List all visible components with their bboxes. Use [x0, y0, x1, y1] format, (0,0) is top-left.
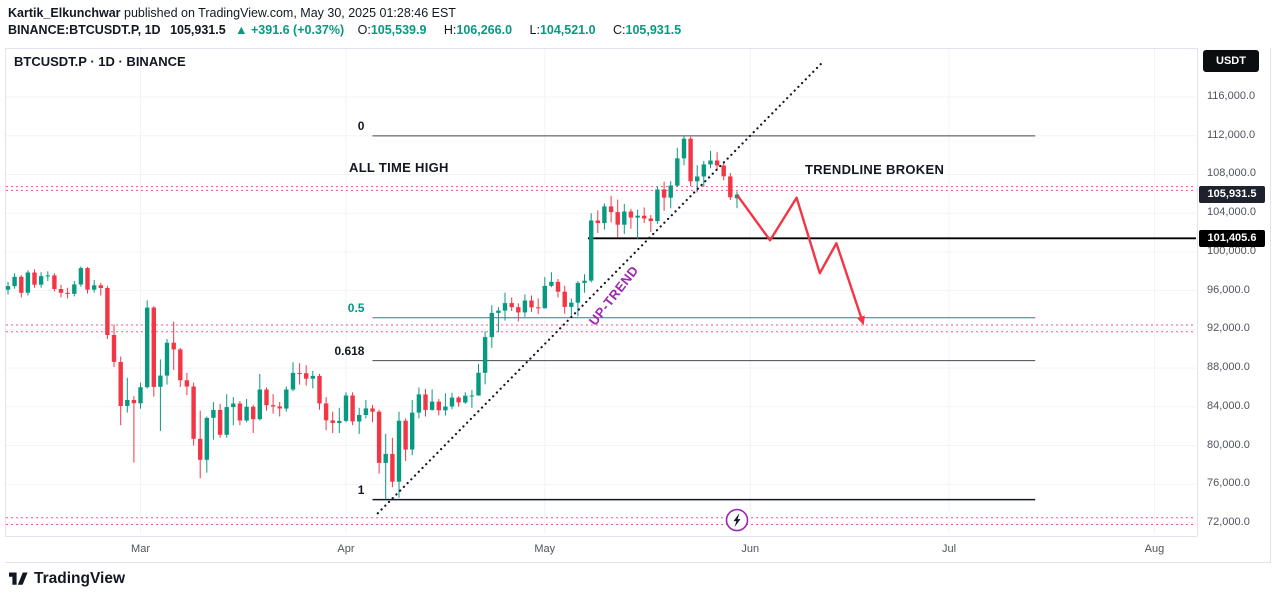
close-value: 105,931.5	[625, 23, 682, 37]
chart-pane[interactable]	[5, 48, 1271, 563]
level-price-badge: 101,405.6	[1199, 229, 1265, 247]
last-price: 105,931.5	[170, 23, 226, 37]
time-axis-label: Jul	[942, 543, 957, 555]
ohlc-close: C:105,931.5	[613, 23, 682, 37]
time-axis[interactable]: Mar Apr May Jun Jul Aug	[5, 536, 1197, 562]
published-line: Kartik_Elkunchwar published on TradingVi…	[8, 6, 456, 20]
price-axis-label: 72,000.0	[1207, 516, 1250, 528]
time-axis-label: May	[534, 543, 556, 555]
candles-layer	[5, 135, 740, 500]
published-text: published on TradingView.com, May 30, 20…	[120, 6, 456, 20]
symbol-name: BINANCE:BTCUSDT.P, 1D	[8, 23, 161, 37]
price-change: ▲ +391.6 (+0.37%)	[235, 23, 345, 37]
high-value: 106,266.0	[456, 23, 513, 37]
chart-symbol-title: BTCUSDT.P · 1D · BINANCE	[14, 54, 186, 69]
price-axis-label: 104,000.0	[1207, 206, 1256, 219]
price-axis-label: 108,000.0	[1207, 167, 1256, 180]
uptrend-trendline	[376, 61, 823, 515]
price-axis-label: 116,000.0	[1207, 90, 1256, 102]
price-axis-label: 92,000.0	[1207, 322, 1250, 335]
projection-arrow	[736, 194, 865, 323]
ohlc-open: O:105,539.9	[357, 23, 427, 37]
low-value: 104,521.0	[539, 23, 596, 37]
time-axis-label: Aug	[1144, 543, 1165, 555]
price-axis-label: 80,000.0	[1207, 438, 1250, 451]
open-value: 105,539.9	[370, 23, 427, 37]
price-axis-label: 88,000.0	[1207, 361, 1250, 374]
author-name: Kartik_Elkunchwar	[8, 6, 121, 20]
price-axis-label: 76,000.0	[1207, 477, 1250, 490]
price-axis-label: 96,000.0	[1207, 283, 1250, 296]
tradingview-wordmark: TradingView	[34, 569, 126, 587]
price-axis[interactable]: 116,000.0 112,000.0 108,000.0 104,000.0 100,…	[1197, 48, 1270, 536]
price-axis-label: 112,000.0	[1207, 128, 1256, 141]
currency-toggle-button[interactable]: USDT	[1203, 50, 1259, 72]
price-axis-label: 84,000.0	[1207, 399, 1250, 412]
ohlc-high: H:106,266.0	[443, 23, 513, 37]
tradingview-logo-icon	[9, 572, 28, 585]
ohlc-low: L:104,521.0	[529, 23, 596, 37]
tradingview-footer-link[interactable]: TradingView	[8, 569, 125, 588]
time-axis-label: Mar	[131, 543, 150, 555]
time-axis-label: Jun	[741, 543, 760, 555]
time-axis-label: Apr	[337, 543, 355, 555]
price-axis-label: 100,000.0	[1207, 244, 1256, 257]
last-price-badge: 105,931.5	[1199, 185, 1265, 203]
symbol-line: BINANCE:BTCUSDT.P, 1D 105,931.5 ▲ +391.6…	[8, 23, 685, 37]
event-lightning-icon	[725, 508, 749, 532]
